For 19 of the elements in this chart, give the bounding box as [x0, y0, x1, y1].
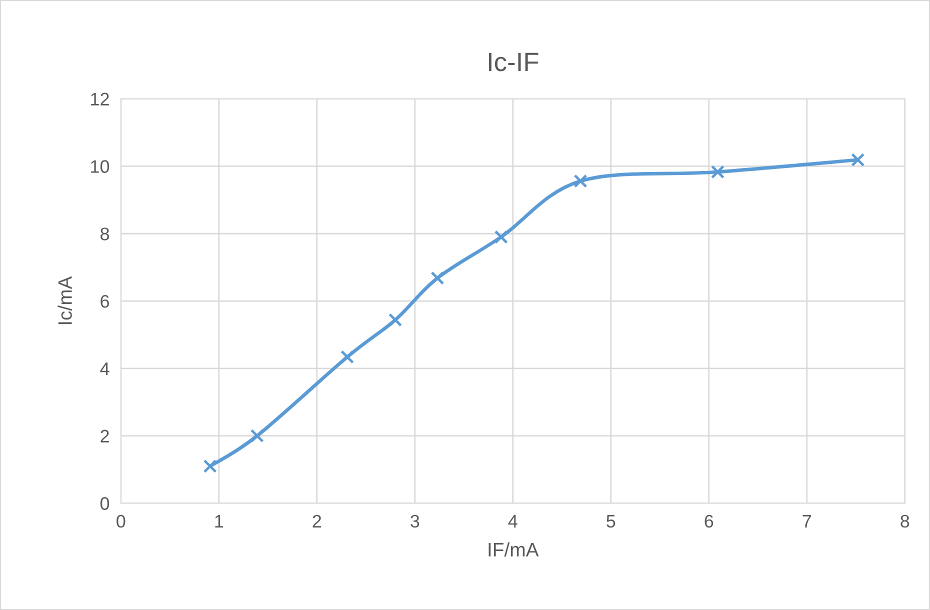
- y-tick-label: 0: [100, 497, 110, 510]
- y-tick-label: 4: [100, 362, 110, 375]
- x-tick-label: 5: [606, 515, 616, 528]
- y-tick-label: 10: [91, 160, 110, 173]
- x-tick-label: 1: [215, 515, 224, 528]
- x-tick-label: 0: [116, 514, 126, 528]
- y-tick-label: 6: [100, 294, 109, 308]
- y-tick-label: 12: [91, 92, 109, 106]
- x-tick-label: 8: [900, 514, 910, 528]
- x-tick-label: 2: [312, 514, 322, 528]
- y-axis-title: Ic/mA: [58, 276, 72, 324]
- x-axis-title: IF/mA: [488, 542, 539, 557]
- x-tick-label: 6: [704, 514, 714, 528]
- x-tick-label: 4: [508, 515, 518, 528]
- y-tick-label: 2: [100, 430, 109, 442]
- chart-title: Ic-IF: [488, 52, 538, 72]
- x-tick-label: 3: [410, 514, 420, 528]
- y-tick-label: 8: [100, 228, 110, 240]
- x-tick-label: 7: [802, 515, 812, 528]
